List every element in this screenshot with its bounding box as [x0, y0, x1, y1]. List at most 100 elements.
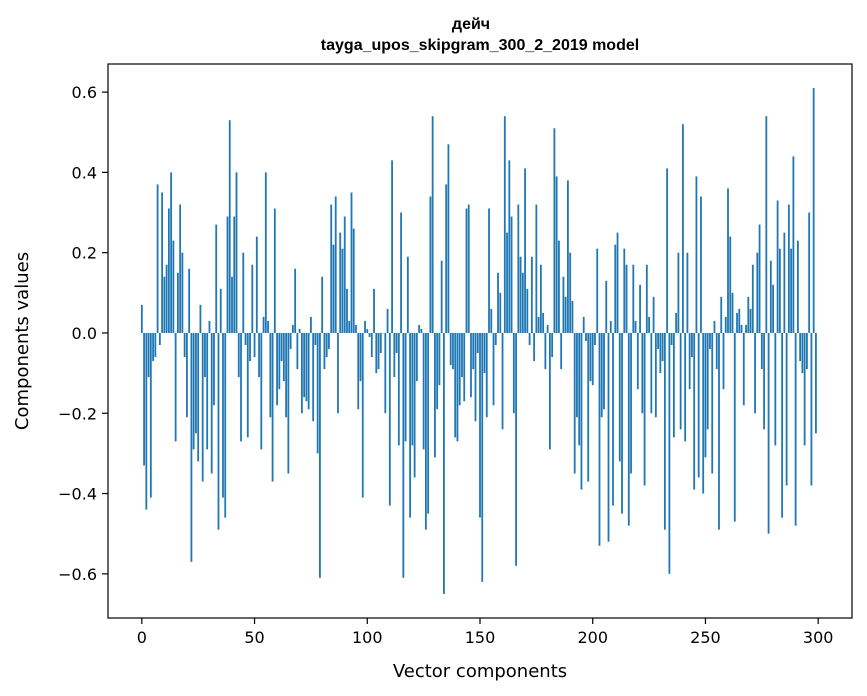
- bar-261: [729, 236, 732, 333]
- bar-56: [267, 320, 269, 333]
- bar-243: [688, 332, 691, 390]
- bar-172: [528, 332, 531, 346]
- bar-58: [271, 332, 274, 482]
- bar-278: [767, 332, 770, 534]
- bar-189: [567, 180, 569, 333]
- bar-169: [521, 272, 524, 333]
- bar-120: [411, 332, 414, 446]
- x-tick-label: 200: [577, 628, 608, 647]
- bar-150: [479, 332, 481, 518]
- bar-187: [562, 276, 565, 333]
- bar-156: [492, 332, 495, 406]
- bar-99: [364, 320, 366, 333]
- bar-121: [413, 332, 416, 478]
- bar-284: [781, 332, 784, 518]
- bar-274: [758, 224, 761, 333]
- bar-66: [289, 332, 292, 350]
- bar-170: [524, 168, 526, 333]
- bar-160: [501, 332, 504, 430]
- bar-65: [287, 332, 290, 474]
- bar-83: [328, 332, 330, 350]
- bar-44: [240, 332, 242, 442]
- bar-16: [176, 272, 179, 333]
- bar-291: [796, 240, 799, 333]
- bar-275: [760, 332, 763, 370]
- bar-159: [499, 292, 502, 333]
- bar-203: [598, 332, 601, 546]
- bar-272: [754, 332, 756, 414]
- bar-250: [704, 332, 707, 458]
- bar-210: [614, 244, 617, 333]
- bar-122: [415, 332, 418, 382]
- bar-247: [697, 332, 700, 478]
- bar-110: [388, 332, 391, 506]
- bar-14: [172, 240, 175, 333]
- y-axis-ticks: −0.6 −0.4 −0.2 0.0 0.2 0.4 0.6: [58, 83, 108, 584]
- bar-64: [285, 332, 288, 418]
- bar-229: [657, 332, 660, 350]
- bar-266: [740, 324, 743, 333]
- bar-215: [625, 264, 628, 333]
- x-tick-label: 0: [137, 628, 147, 647]
- bar-234: [668, 332, 671, 574]
- bar-68: [294, 268, 297, 333]
- bar-136: [447, 144, 450, 333]
- bar-143: [463, 332, 466, 402]
- bar-133: [440, 260, 443, 333]
- bar-225: [648, 316, 650, 333]
- bar-202: [596, 248, 599, 333]
- bar-290: [794, 332, 797, 526]
- bar-30: [208, 320, 211, 333]
- bar-145: [467, 204, 470, 333]
- bar-146: [470, 332, 472, 398]
- bar-96: [357, 332, 360, 410]
- bar-208: [609, 320, 612, 333]
- bar-299: [815, 332, 817, 434]
- bar-19: [183, 332, 186, 358]
- bar-294: [803, 332, 806, 446]
- bar-20: [186, 332, 188, 418]
- bar-232: [663, 332, 666, 530]
- bar-184: [555, 176, 558, 333]
- bar-194: [578, 332, 581, 446]
- bar-118: [406, 256, 409, 333]
- bar-104: [375, 332, 378, 374]
- bar-222: [641, 332, 644, 414]
- bar-161: [503, 116, 506, 333]
- bar-67: [291, 324, 294, 333]
- bar-123: [418, 324, 421, 333]
- bar-26: [199, 304, 202, 333]
- bar-211: [616, 232, 619, 333]
- bar-116: [402, 332, 405, 578]
- y-axis-label: Components values: [12, 252, 33, 430]
- bar-228: [654, 332, 657, 418]
- plot-frame: [107, 63, 853, 619]
- bar-144: [465, 208, 468, 333]
- bar-25: [197, 332, 200, 462]
- bar-100: [366, 328, 369, 333]
- bar-45: [242, 252, 245, 333]
- bar-130: [434, 332, 436, 458]
- bar-18: [181, 252, 184, 333]
- bar-178: [542, 312, 545, 333]
- y-tick-label: 0.2: [72, 244, 97, 263]
- bar-155: [490, 308, 493, 333]
- bar-207: [607, 332, 610, 542]
- bar-287: [787, 204, 790, 333]
- bar-188: [564, 296, 567, 333]
- bar-41: [233, 216, 236, 333]
- bar-230: [659, 332, 662, 374]
- bar-63: [282, 332, 285, 382]
- bar-40: [231, 276, 233, 333]
- chart-subtitle: tayga_upos_skipgram_300_2_2019 model: [321, 37, 639, 54]
- bar-9: [161, 192, 164, 333]
- bar-157: [494, 332, 497, 346]
- bar-117: [404, 332, 407, 442]
- bar-226: [650, 332, 653, 414]
- bar-11: [165, 264, 168, 333]
- bar-73: [305, 332, 308, 402]
- bar-289: [792, 156, 795, 333]
- bar-269: [747, 296, 750, 333]
- bar-5: [152, 332, 154, 362]
- bar-13: [170, 172, 173, 333]
